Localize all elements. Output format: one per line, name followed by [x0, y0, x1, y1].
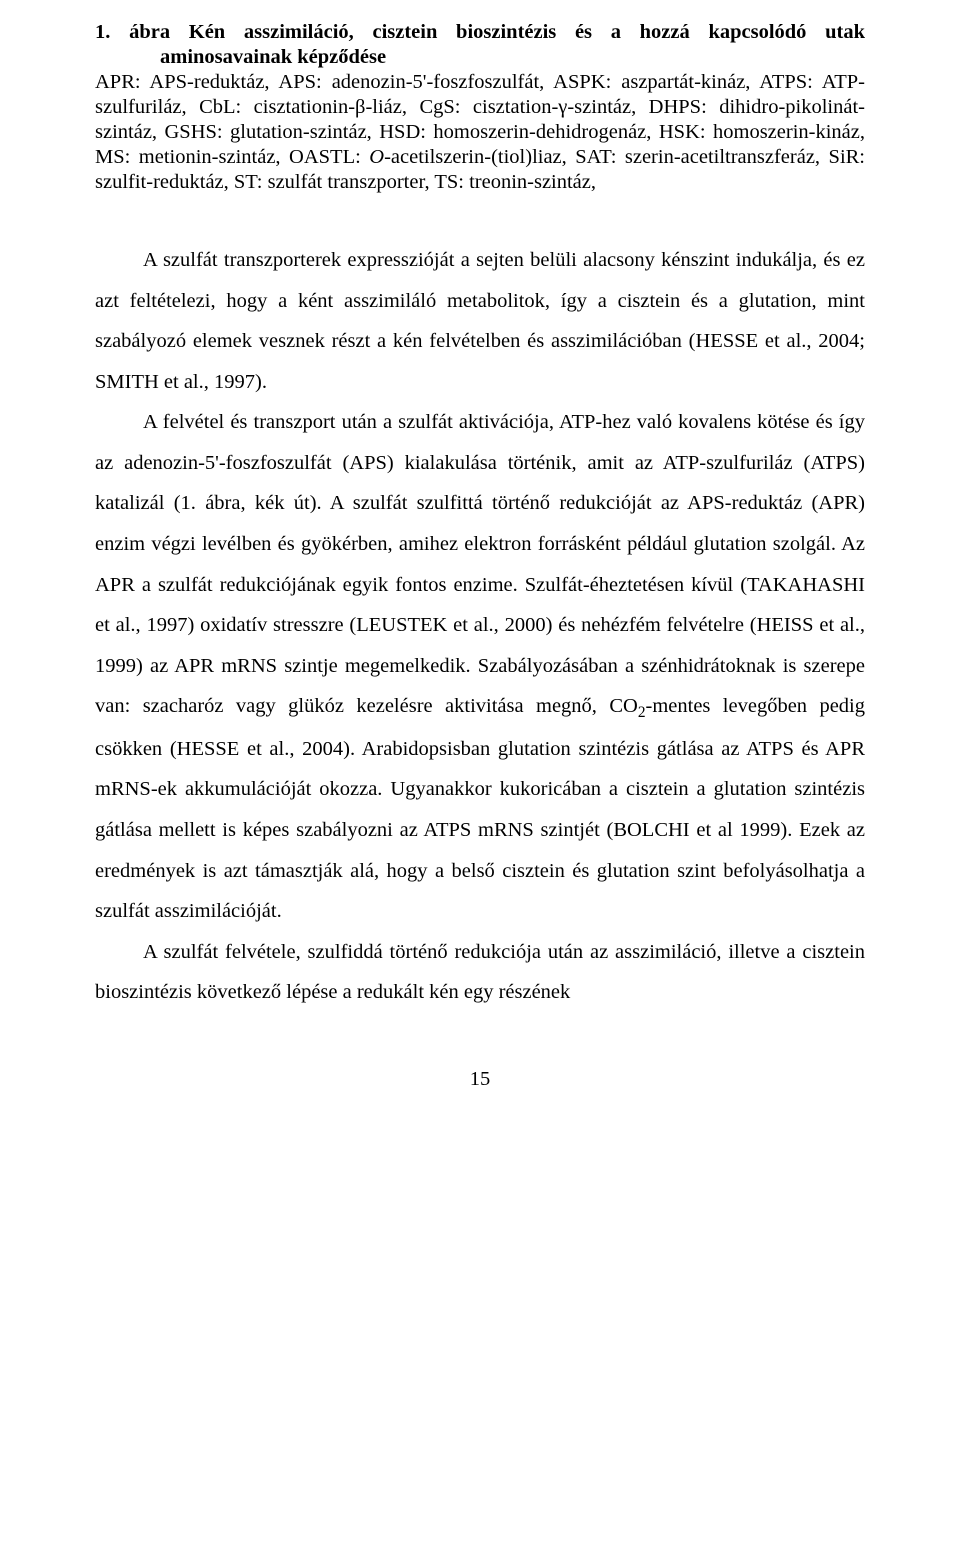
caption-abbreviations: APR: APS-reduktáz, APS: adenozin-5'-fosz… — [95, 70, 865, 195]
page-number: 15 — [95, 1068, 865, 1091]
paragraph-2: A felvétel és transzport után a szulfát … — [95, 402, 865, 931]
body-text: A szulfát transzporterek expresszióját a… — [95, 240, 865, 1013]
paragraph-1: A szulfát transzporterek expresszióját a… — [95, 240, 865, 402]
figure-caption: 1. ábra Kén asszimiláció, cisztein biosz… — [95, 20, 865, 195]
caption-title: 1. ábra Kén asszimiláció, cisztein biosz… — [95, 21, 865, 68]
paragraph-3: A szulfát felvétele, szulfiddá történő r… — [95, 932, 865, 1013]
